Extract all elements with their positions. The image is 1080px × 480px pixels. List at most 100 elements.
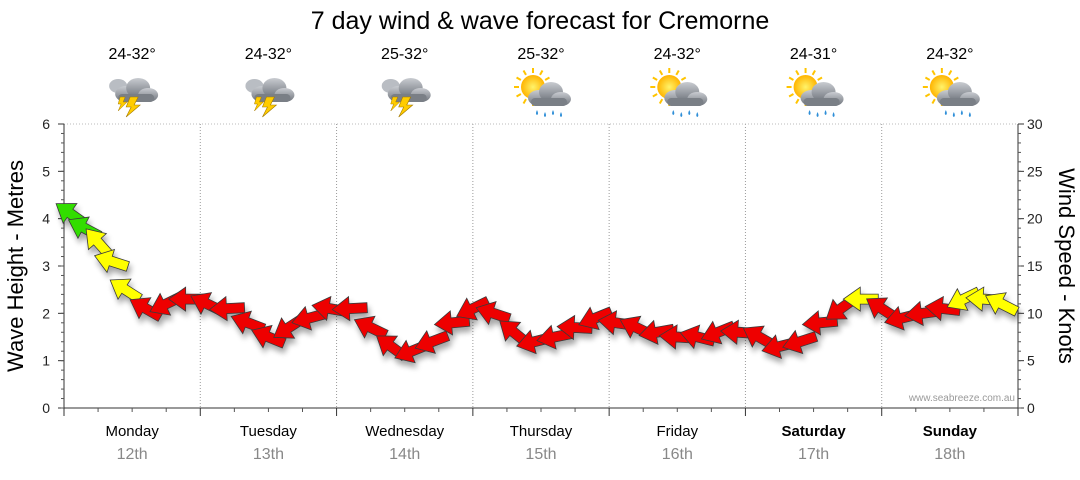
left-tick-label: 4 bbox=[42, 211, 50, 227]
wind-arrow bbox=[331, 295, 368, 322]
rain-drop bbox=[960, 110, 963, 115]
sun-cloud-rain-icon bbox=[514, 68, 571, 117]
sun-ray bbox=[795, 70, 800, 76]
sun-ray bbox=[522, 98, 527, 104]
sun-cloud-rain-icon bbox=[650, 68, 708, 117]
wind-arrow bbox=[353, 315, 389, 340]
left-tick-label: 6 bbox=[42, 116, 50, 132]
sun-ray bbox=[795, 98, 800, 104]
rain-drop bbox=[832, 112, 835, 117]
left-tick-label: 1 bbox=[42, 353, 50, 369]
sun-ray bbox=[947, 70, 953, 76]
left-tick-label: 3 bbox=[42, 258, 50, 274]
chart-title: 7 day wind & wave forecast for Cremorne bbox=[311, 7, 770, 35]
wind-arrow bbox=[946, 286, 982, 311]
lightning-bolt bbox=[398, 96, 414, 118]
thunderstorm-cloud-icon bbox=[109, 78, 159, 118]
cloud-base bbox=[803, 98, 840, 106]
day-temperature: 24-31° bbox=[790, 46, 837, 63]
right-axis-label: Wind Speed - Knots bbox=[1054, 168, 1079, 364]
day-date-label: 17th bbox=[798, 446, 829, 463]
rain-drop bbox=[536, 110, 538, 115]
rain-drop bbox=[816, 112, 819, 117]
sun-ray bbox=[652, 93, 658, 98]
rain-drop bbox=[672, 110, 675, 115]
axes: 0 1 2 3 4 5 6 0 5 10 15 20 25 30 bbox=[42, 116, 1043, 416]
right-tick-label: 10 bbox=[1027, 305, 1043, 321]
sun-ray bbox=[544, 76, 550, 81]
sun-ray bbox=[658, 98, 664, 104]
day-date-label: 15th bbox=[525, 446, 556, 463]
rain-drop bbox=[824, 110, 827, 115]
rain-drop bbox=[808, 110, 811, 115]
sun-ray bbox=[652, 76, 658, 81]
x-axis-day-labels: Monday 12th Tuesday 13th Wednesday 14th Thursd… bbox=[105, 423, 977, 463]
day-name-label: Sunday bbox=[923, 423, 978, 440]
wind-arrow bbox=[456, 296, 491, 321]
day-temperature: 24-32° bbox=[926, 46, 973, 63]
day-date-label: 18th bbox=[934, 446, 965, 463]
wind-arrow bbox=[578, 306, 614, 331]
wind-arrow bbox=[414, 330, 451, 354]
day-name-label: Monday bbox=[105, 423, 159, 440]
lightning-bolt bbox=[125, 96, 141, 118]
left-axis-label: Wave Height - Metres bbox=[3, 160, 28, 372]
wind-arrow bbox=[475, 301, 512, 326]
sun-cloud-rain-icon bbox=[922, 68, 980, 117]
cloud-base bbox=[939, 98, 976, 106]
lightning-bolt bbox=[390, 96, 401, 112]
wind-arrow bbox=[230, 310, 267, 335]
rain-drop bbox=[552, 110, 554, 115]
day-name-label: Wednesday bbox=[365, 423, 444, 440]
wind-arrow-series bbox=[55, 203, 1020, 364]
wind-arrow bbox=[109, 278, 143, 304]
rain-drop bbox=[560, 112, 562, 117]
day-temperature: 25-32° bbox=[381, 46, 428, 63]
wind-arrow bbox=[782, 329, 819, 355]
rain-drop bbox=[968, 112, 971, 117]
sun-ray bbox=[924, 93, 931, 98]
right-tick-label: 15 bbox=[1027, 258, 1043, 274]
sun-ray bbox=[788, 76, 794, 81]
sun-ray bbox=[680, 76, 687, 81]
lightning-bolt bbox=[254, 96, 265, 112]
day-name-label: Thursday bbox=[510, 423, 573, 440]
right-tick-label: 20 bbox=[1027, 211, 1043, 227]
cloud-base bbox=[531, 98, 567, 106]
lightning-bolt bbox=[261, 96, 278, 118]
right-tick-label: 5 bbox=[1027, 353, 1035, 369]
lightning-bolt bbox=[117, 96, 128, 112]
watermark: www.seabreeze.com.au bbox=[908, 393, 1015, 404]
sun-ray bbox=[953, 76, 959, 81]
day-temperature: 24-32° bbox=[245, 46, 292, 63]
thunderstorm-cloud-icon bbox=[381, 78, 431, 118]
thunderstorm-cloud-icon bbox=[245, 78, 295, 118]
day-date-label: 16th bbox=[662, 446, 693, 463]
day-temperature: 25-32° bbox=[517, 46, 564, 63]
sun-ray bbox=[516, 76, 522, 81]
sun-ray bbox=[522, 70, 527, 76]
day-temperature: 24-32° bbox=[108, 46, 155, 63]
left-tick-label: 2 bbox=[42, 305, 50, 321]
day-temperature: 24-32° bbox=[654, 46, 701, 63]
wind-arrow bbox=[85, 228, 114, 259]
rain-drop bbox=[952, 112, 955, 117]
wind-arrow bbox=[208, 295, 246, 322]
sun-ray bbox=[924, 76, 931, 81]
grid-lines bbox=[64, 123, 1018, 408]
rain-drop bbox=[944, 110, 947, 115]
sun-ray bbox=[811, 70, 816, 76]
day-name-label: Saturday bbox=[781, 423, 846, 440]
rain-drop bbox=[696, 112, 699, 117]
rain-drop bbox=[544, 112, 546, 117]
right-tick-label: 25 bbox=[1027, 163, 1043, 179]
daily-header: 24-32° 24-32° 25-32° 25-32° 24-32° 24-31° 24-3… bbox=[108, 46, 980, 118]
wind-arrow bbox=[984, 292, 1020, 317]
day-name-label: Friday bbox=[656, 423, 698, 440]
rain-drop bbox=[680, 112, 683, 117]
left-tick-label: 0 bbox=[42, 400, 50, 416]
sun-ray bbox=[675, 70, 680, 76]
left-tick-label: 5 bbox=[42, 163, 50, 179]
